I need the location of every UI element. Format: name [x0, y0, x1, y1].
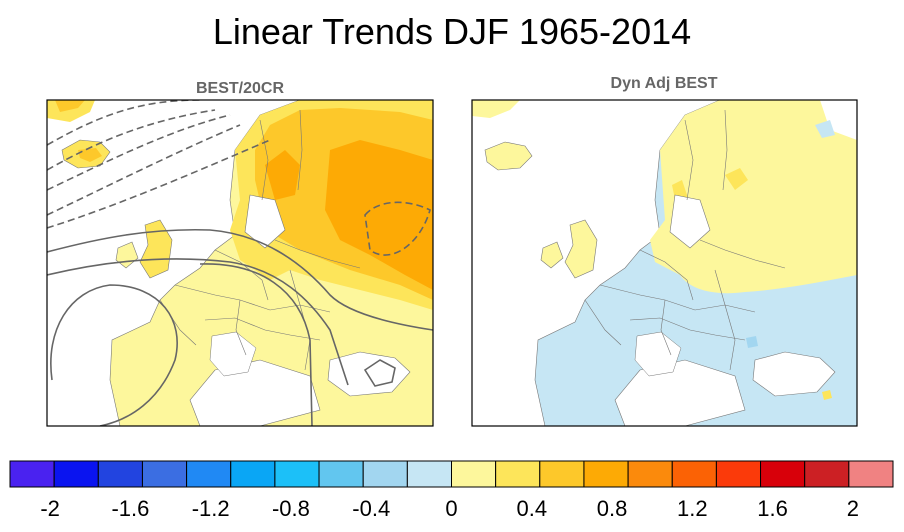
- colorbar-tick-label: 0: [445, 496, 457, 521]
- colorbar-box-9: [406, 460, 453, 488]
- right-finland-warm: [725, 168, 748, 190]
- left-panel-title: BEST/20CR: [196, 80, 284, 97]
- colorbar-box-0: [9, 460, 55, 488]
- right-baltic-sea: [669, 194, 711, 249]
- right-panel-title: Dyn Adj BEST: [611, 75, 718, 92]
- colorbar-box-5: [230, 460, 276, 488]
- left-solid-contours: [47, 228, 433, 426]
- colorbar-box-17: [760, 460, 806, 488]
- left-adriatic: [209, 331, 257, 377]
- colorbar-box-3: [141, 460, 188, 488]
- colorbar-box-4: [186, 460, 232, 488]
- left-russia-max: [325, 140, 433, 290]
- right-adriatic: [634, 331, 682, 377]
- right-cool-spot: [746, 336, 758, 348]
- colorbar-box-11: [495, 460, 541, 488]
- left-map: [47, 100, 433, 426]
- colorbar-box-18: [804, 460, 850, 488]
- right-ne-gap: [820, 100, 857, 140]
- right-iceland: [484, 141, 533, 171]
- colorbar-box-14: [627, 460, 673, 488]
- colorbar-box-10: [451, 460, 497, 488]
- colorbar-box-16: [715, 460, 762, 488]
- colorbar-box-7: [318, 460, 364, 488]
- colorbar-tick-label: -1.2: [192, 496, 230, 521]
- colorbar-box-13: [583, 460, 629, 488]
- right-panel-frame: [471, 99, 858, 427]
- right-nw-patch: [472, 100, 520, 118]
- colorbar-box-2: [97, 460, 143, 488]
- left-panel-frame: [46, 99, 434, 427]
- colorbar: [9, 460, 894, 488]
- colorbar-tick-label: -0.4: [352, 496, 390, 521]
- left-baltic-sea: [244, 194, 286, 249]
- colorbar-box-8: [362, 460, 408, 488]
- colorbar-tick-label: 0.8: [597, 496, 628, 521]
- main-title: Linear Trends DJF 1965-2014: [213, 11, 691, 52]
- right-mediterranean: [614, 359, 746, 426]
- right-warm-spot: [822, 390, 832, 400]
- left-nw-patch-core: [55, 100, 85, 112]
- left-black-sea: [327, 351, 411, 397]
- right-map: [472, 100, 857, 426]
- right-ireland: [540, 241, 564, 269]
- right-britain: [564, 219, 598, 279]
- right-ne-cool-spot: [815, 120, 835, 138]
- left-iceland-core: [78, 148, 102, 162]
- left-britain: [139, 219, 173, 279]
- right-borders: [584, 109, 786, 371]
- colorbar-tick-label: -1.6: [111, 496, 149, 521]
- colorbar-box-6: [274, 460, 320, 488]
- left-mediterranean: [189, 359, 321, 426]
- colorbar-tick-label: 0.4: [516, 496, 547, 521]
- colorbar-tick-label: 1.2: [677, 496, 708, 521]
- colorbar-tick-label: -0.8: [272, 496, 310, 521]
- right-north-warm: [650, 100, 857, 294]
- colorbar-tick-label: 2: [847, 496, 859, 521]
- colorbar-tick-label: 1.6: [757, 496, 788, 521]
- colorbar-tick-label: -2: [40, 496, 60, 521]
- colorbar-box-1: [53, 460, 99, 488]
- left-finland-max: [265, 150, 300, 200]
- left-dashed-contours: [47, 100, 431, 256]
- colorbar-box-19: [848, 460, 894, 488]
- colorbar-tick-labels: -2 -1.6 -1.2 -0.8 -0.4 0 0.4 0.8 1.2 1.6 2: [40, 496, 859, 521]
- colorbar-box-15: [671, 460, 717, 488]
- right-black-sea: [752, 351, 836, 397]
- colorbar-box-12: [539, 460, 585, 488]
